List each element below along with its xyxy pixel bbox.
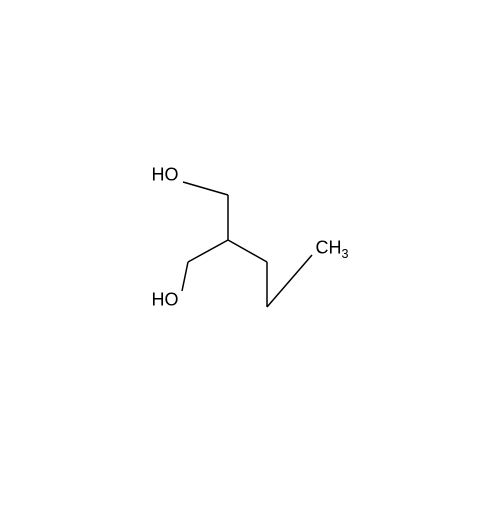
bond-svg bbox=[0, 0, 500, 500]
ch3-sub-text: 3 bbox=[341, 247, 348, 261]
atom-label-ch3: CH3 bbox=[315, 238, 348, 259]
ch3-c-text: CH bbox=[315, 238, 341, 258]
atom-label-oh1: HO bbox=[152, 165, 179, 186]
oh1-text: HO bbox=[152, 165, 179, 185]
oh2-text: HO bbox=[152, 290, 179, 310]
bond-c2-c3 bbox=[188, 240, 228, 262]
molecule-canvas: HO HO CH3 bbox=[0, 0, 500, 500]
bond-c3-oh2 bbox=[182, 262, 188, 291]
atom-label-oh2: HO bbox=[152, 290, 179, 311]
bond-oh1-c1 bbox=[183, 182, 228, 195]
bond-c5-ch3 bbox=[267, 255, 312, 307]
bond-c2-c4 bbox=[228, 240, 267, 262]
